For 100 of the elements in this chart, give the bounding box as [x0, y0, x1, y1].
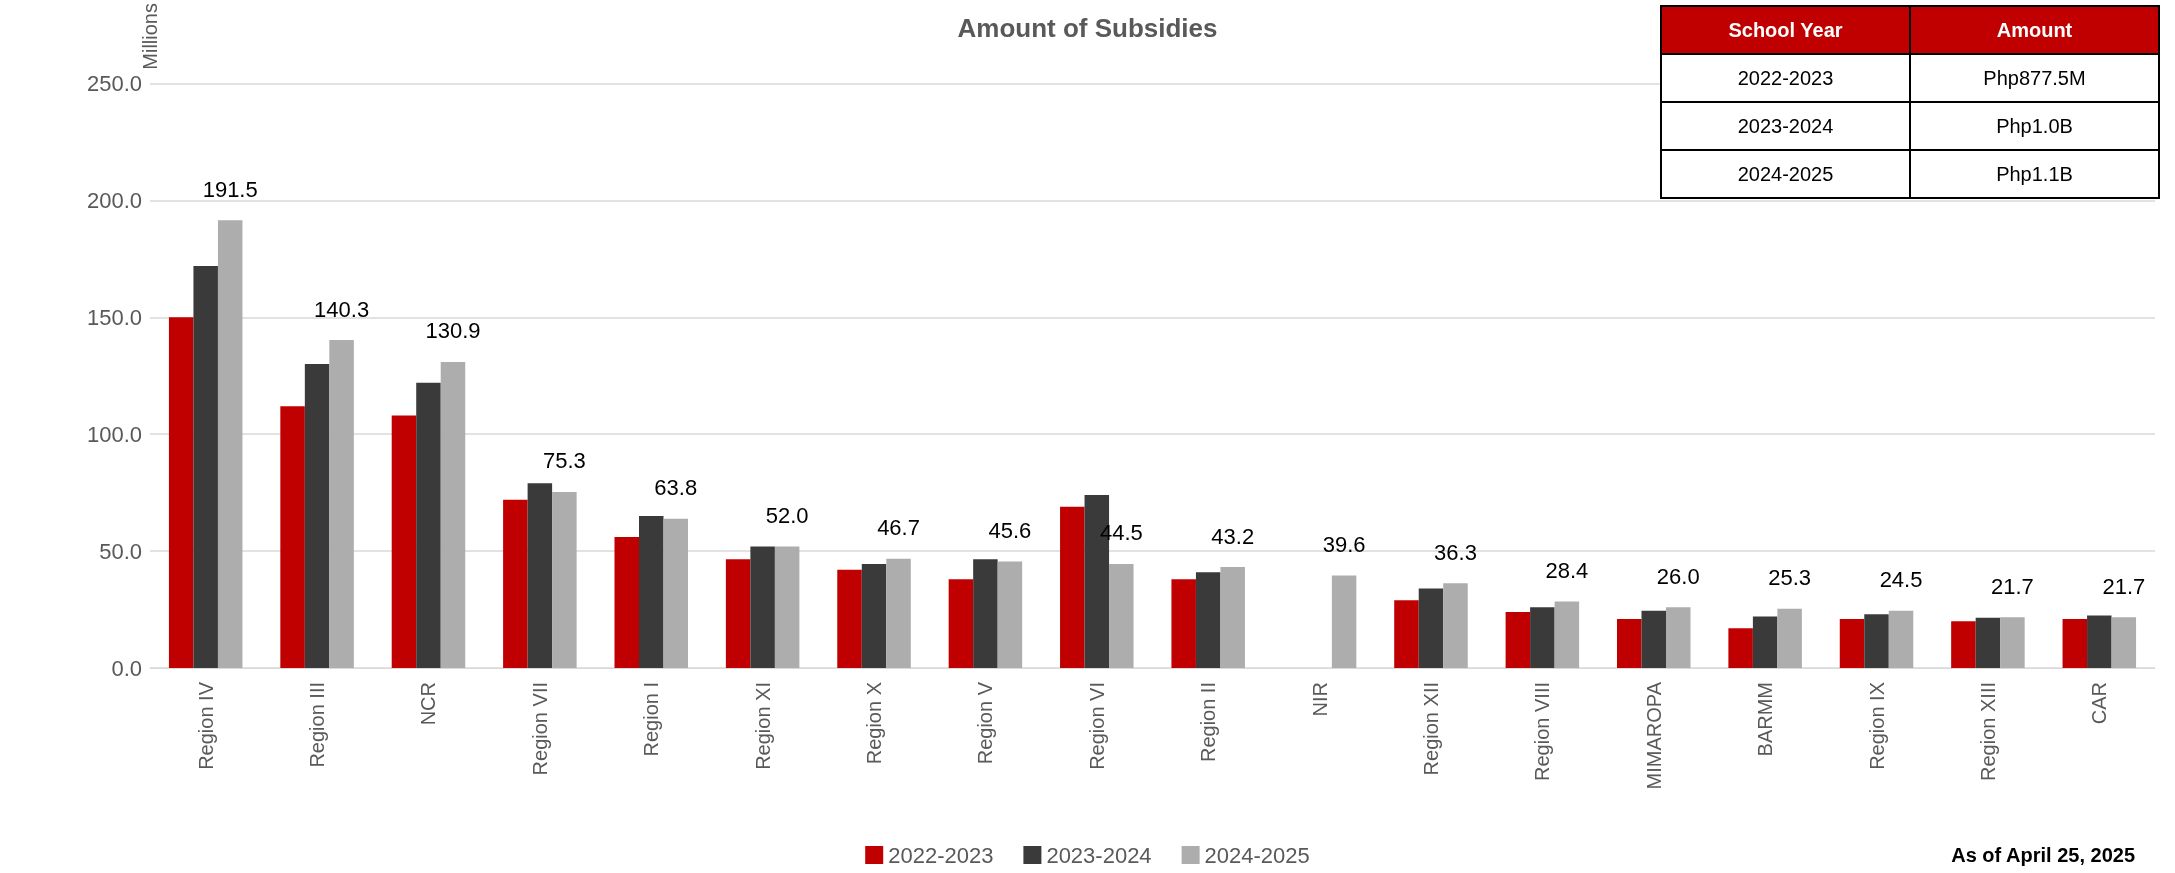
y-axis-title: Millions	[139, 3, 161, 70]
data-label: 45.6	[988, 517, 1032, 543]
x-tick-label: Region I	[640, 682, 663, 757]
data-label: 36.3	[1434, 539, 1477, 565]
bar	[1394, 600, 1419, 668]
x-tick-label: BARMM	[1754, 682, 1777, 757]
data-label: 39.6	[1322, 531, 1366, 557]
bar	[168, 317, 194, 668]
bar	[725, 559, 751, 668]
bar	[304, 364, 330, 668]
bar	[1666, 607, 1691, 668]
bar	[1864, 614, 1889, 668]
text: As of April 25, 2025	[1951, 844, 2135, 867]
x-tick-label: NCR	[417, 682, 440, 726]
bar	[1616, 618, 1642, 668]
y-tick-label: 0.0	[111, 655, 142, 681]
text: Amount	[1996, 18, 2073, 41]
legend-label: 2023-2024	[1046, 842, 1152, 868]
annotation: 2023-2024	[1661, 102, 1910, 150]
x-tick-label: Region XIII	[1976, 682, 1999, 781]
bar	[750, 546, 775, 668]
bar	[1975, 617, 2001, 668]
bar	[1195, 572, 1221, 668]
bar	[1554, 601, 1580, 668]
y-tick-label: 200.0	[86, 187, 142, 213]
bar	[639, 516, 664, 668]
bar	[193, 265, 218, 668]
bar	[1220, 567, 1245, 668]
y-tick-label: 250.0	[86, 71, 142, 97]
x-tick-label: Region IV	[194, 681, 217, 770]
data-label: 24.5	[1879, 567, 1923, 593]
bar	[1331, 575, 1357, 668]
data-label: 43.2	[1211, 523, 1255, 549]
bar	[2087, 615, 2112, 668]
bar	[948, 579, 974, 668]
x-tick-label: CAR	[2088, 682, 2111, 725]
bar	[1418, 588, 1444, 668]
x-tick-label: Region XII	[1419, 682, 1442, 776]
bar	[1530, 607, 1555, 668]
annotation: 2024-2025	[1661, 150, 1910, 198]
data-label: 26.0	[1656, 563, 1700, 589]
bar	[527, 483, 553, 668]
legend-label: 2024-2025	[1204, 842, 1310, 868]
bar	[416, 382, 441, 668]
annotation: 2022-2023	[1661, 54, 1910, 102]
bar	[837, 569, 862, 668]
y-tick-label: 100.0	[86, 421, 142, 447]
data-label: 191.5	[202, 176, 258, 202]
data-label: 21.7	[2102, 573, 2146, 599]
bar	[1505, 611, 1531, 668]
x-tick-label: MIMAROPA	[1642, 681, 1665, 790]
legend-label: 2022-2023	[888, 842, 994, 868]
bar	[1171, 579, 1196, 668]
bar	[1777, 608, 1802, 668]
data-label: 28.4	[1545, 558, 1589, 584]
x-tick-label: Region VII	[528, 682, 551, 776]
data-label: 25.3	[1768, 565, 1812, 591]
bar	[1888, 610, 1914, 668]
bar	[1109, 563, 1134, 668]
bar	[614, 537, 639, 668]
data-label: 140.3	[314, 296, 370, 322]
data-label: 63.8	[654, 475, 698, 501]
bar	[774, 546, 800, 668]
bar	[440, 362, 466, 668]
bar	[2000, 617, 2025, 668]
x-tick-label: Region II	[1197, 682, 1220, 763]
bar	[552, 491, 577, 668]
bar	[217, 220, 243, 668]
data-label: 52.0	[765, 502, 809, 528]
annotation: Php1.0B	[1910, 102, 2159, 150]
annotation: Php877.5M	[1910, 54, 2159, 102]
bar	[1641, 610, 1666, 668]
text: School Year	[1728, 18, 1843, 41]
x-tick-label: Region XI	[751, 682, 774, 770]
x-tick-label: NIR	[1308, 682, 1331, 717]
x-tick-label: Region VIII	[1531, 682, 1554, 781]
bar	[2062, 618, 2088, 668]
bar	[329, 340, 354, 668]
bar	[2111, 617, 2137, 668]
bar	[861, 563, 887, 668]
bar	[1443, 583, 1468, 668]
y-tick-label: 150.0	[86, 304, 142, 330]
data-label: 130.9	[425, 318, 481, 344]
data-label: 21.7	[1991, 573, 2034, 599]
bar	[663, 518, 689, 668]
bar	[391, 415, 417, 668]
x-tick-label: Region X	[863, 682, 886, 765]
bar	[973, 559, 998, 668]
x-tick-label: Region III	[306, 682, 329, 768]
y-tick-label: 50.0	[99, 538, 142, 564]
annotation: Php1.1B	[1910, 150, 2159, 198]
x-tick-label: Region V	[974, 681, 997, 765]
bar	[503, 499, 528, 668]
bar	[997, 561, 1023, 668]
bar	[886, 558, 911, 668]
x-tick-label: Region VI	[1085, 682, 1108, 770]
bar	[1728, 628, 1753, 668]
data-label: 46.7	[877, 515, 920, 541]
bar	[1060, 506, 1085, 668]
bar	[280, 406, 305, 668]
